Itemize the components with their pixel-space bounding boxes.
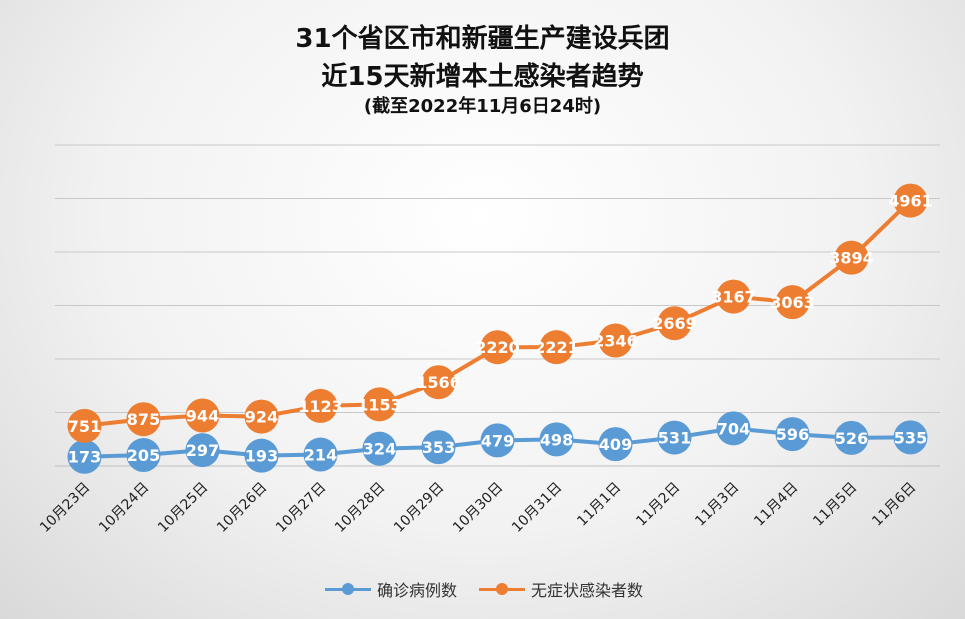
- data-label-0: 479: [481, 431, 514, 450]
- x-tick-label: 10月27日: [273, 480, 329, 536]
- data-point-1: [185, 398, 220, 433]
- data-label-0: 704: [717, 419, 750, 438]
- data-point-0: [185, 433, 220, 468]
- x-tick-label: 10月29日: [391, 480, 447, 536]
- x-tick-label: 11月4日: [751, 480, 801, 530]
- data-label-1: 2669: [652, 314, 697, 333]
- data-point-0: [775, 417, 810, 452]
- x-tick-label: 10月26日: [214, 480, 270, 536]
- data-label-1: 1123: [298, 397, 343, 416]
- data-point-0: [657, 420, 692, 455]
- data-point-0: [834, 420, 869, 455]
- x-tick-label: 11月1日: [574, 480, 624, 530]
- data-label-1: 875: [127, 410, 160, 429]
- data-point-0: [598, 427, 633, 462]
- legend-label-asymptomatic: 无症状感染者数: [531, 581, 644, 600]
- data-point-0: [480, 423, 515, 458]
- data-point-0: [303, 437, 338, 472]
- x-tick-label: 10月23日: [37, 480, 93, 536]
- data-label-1: 2221: [534, 338, 579, 357]
- x-tick-label: 11月5日: [810, 480, 860, 530]
- data-point-0: [67, 439, 102, 474]
- data-label-1: 4961: [888, 192, 933, 211]
- data-point-1: [244, 399, 279, 434]
- data-label-0: 214: [304, 446, 337, 465]
- data-point-1: [480, 330, 515, 365]
- x-tick-label: 10月31日: [509, 480, 565, 536]
- data-point-0: [716, 411, 751, 446]
- data-label-0: 596: [776, 425, 809, 444]
- data-label-0: 324: [363, 440, 396, 459]
- x-tick-label: 10月30日: [450, 480, 506, 536]
- data-label-1: 3894: [829, 249, 874, 268]
- data-point-0: [539, 422, 574, 457]
- data-label-1: 944: [186, 406, 219, 425]
- data-label-1: 3063: [770, 293, 815, 312]
- data-label-1: 924: [245, 408, 278, 427]
- data-point-0: [893, 420, 928, 455]
- chart-title-line1: 31个省区市和新疆生产建设兵团: [295, 24, 670, 54]
- chart-title-line2: 近15天新增本土感染者趋势: [321, 62, 644, 92]
- legend-swatch-confirmed: [325, 583, 371, 595]
- x-tick-label: 10月24日: [96, 480, 152, 536]
- data-point-0: [421, 430, 456, 465]
- legend-label-confirmed: 确诊病例数: [377, 581, 458, 600]
- data-label-0: 205: [127, 446, 160, 465]
- data-label-1: 3167: [711, 288, 756, 307]
- data-label-0: 193: [245, 447, 278, 466]
- data-point-0: [362, 431, 397, 466]
- data-point-1: [421, 365, 456, 400]
- x-tick-label: 11月2日: [633, 480, 683, 530]
- data-label-0: 409: [599, 435, 632, 454]
- data-label-1: 1153: [357, 395, 402, 414]
- data-point-1: [303, 388, 338, 423]
- data-point-1: [893, 183, 928, 218]
- x-tick-label: 11月3日: [692, 480, 742, 530]
- data-label-0: 297: [186, 441, 219, 460]
- data-label-0: 526: [835, 429, 868, 448]
- legend-swatch-asymptomatic: [479, 583, 526, 595]
- data-point-1: [126, 402, 161, 437]
- legend-item-confirmed: 确诊病例数: [325, 577, 457, 601]
- data-label-1: 2346: [593, 331, 638, 350]
- chart-subtitle: (截至2022年11月6日24时): [363, 96, 602, 117]
- legend-item-asymptomatic: 无症状感染者数: [479, 577, 643, 601]
- data-point-1: [775, 285, 810, 320]
- data-label-0: 535: [894, 428, 927, 447]
- data-point-1: [716, 279, 751, 314]
- data-label-0: 173: [68, 448, 101, 467]
- data-point-1: [834, 240, 869, 275]
- data-point-1: [67, 408, 102, 443]
- data-point-1: [362, 387, 397, 422]
- legend: 确诊病例数 无症状感染者数: [325, 574, 665, 604]
- x-tick-label: 11月6日: [869, 480, 919, 530]
- data-point-0: [126, 438, 161, 473]
- data-point-1: [598, 323, 633, 358]
- data-label-0: 353: [422, 438, 455, 457]
- data-label-0: 498: [540, 430, 573, 449]
- x-tick-label: 10月25日: [155, 480, 211, 536]
- data-point-1: [657, 306, 692, 341]
- data-label-1: 1566: [416, 373, 461, 392]
- data-label-0: 531: [658, 429, 691, 448]
- data-point-1: [539, 330, 574, 365]
- data-label-1: 751: [68, 417, 101, 436]
- data-point-0: [244, 438, 279, 473]
- x-tick-label: 10月28日: [332, 480, 388, 536]
- data-label-1: 2220: [475, 338, 520, 357]
